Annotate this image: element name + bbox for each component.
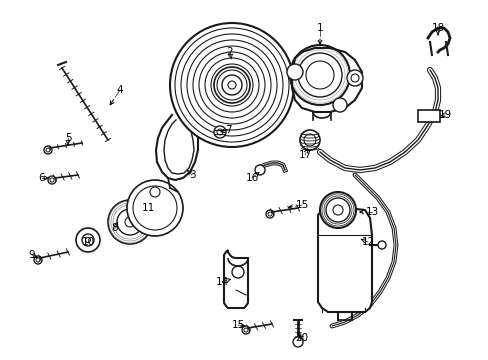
Text: 20: 20 bbox=[295, 333, 308, 343]
Circle shape bbox=[319, 192, 355, 228]
Circle shape bbox=[108, 200, 152, 244]
Polygon shape bbox=[317, 208, 371, 312]
Circle shape bbox=[286, 64, 303, 80]
Text: 18: 18 bbox=[430, 23, 444, 33]
Text: 2: 2 bbox=[226, 47, 233, 57]
Circle shape bbox=[289, 45, 349, 105]
Text: 11: 11 bbox=[141, 203, 154, 213]
Text: 4: 4 bbox=[117, 85, 123, 95]
Text: 3: 3 bbox=[188, 170, 195, 180]
Text: 16: 16 bbox=[245, 173, 258, 183]
Text: 10: 10 bbox=[81, 237, 94, 247]
Text: 12: 12 bbox=[361, 237, 374, 247]
Text: 17: 17 bbox=[298, 150, 311, 160]
Circle shape bbox=[170, 23, 293, 147]
Polygon shape bbox=[224, 250, 247, 308]
Text: 5: 5 bbox=[64, 133, 71, 143]
Circle shape bbox=[299, 130, 319, 150]
Circle shape bbox=[254, 165, 264, 175]
Text: 19: 19 bbox=[437, 110, 451, 120]
Text: 15: 15 bbox=[231, 320, 244, 330]
Circle shape bbox=[332, 98, 346, 112]
Text: 8: 8 bbox=[111, 223, 118, 233]
Circle shape bbox=[76, 228, 100, 252]
Text: 6: 6 bbox=[39, 173, 45, 183]
Text: 7: 7 bbox=[224, 125, 231, 135]
Circle shape bbox=[214, 126, 225, 138]
Text: 9: 9 bbox=[29, 250, 35, 260]
Text: 13: 13 bbox=[365, 207, 378, 217]
Text: 1: 1 bbox=[316, 23, 323, 33]
Circle shape bbox=[346, 70, 362, 86]
FancyBboxPatch shape bbox=[417, 110, 439, 122]
Circle shape bbox=[127, 180, 183, 236]
Text: 15: 15 bbox=[295, 200, 308, 210]
Circle shape bbox=[377, 241, 385, 249]
Text: 14: 14 bbox=[215, 277, 228, 287]
Circle shape bbox=[292, 337, 303, 347]
